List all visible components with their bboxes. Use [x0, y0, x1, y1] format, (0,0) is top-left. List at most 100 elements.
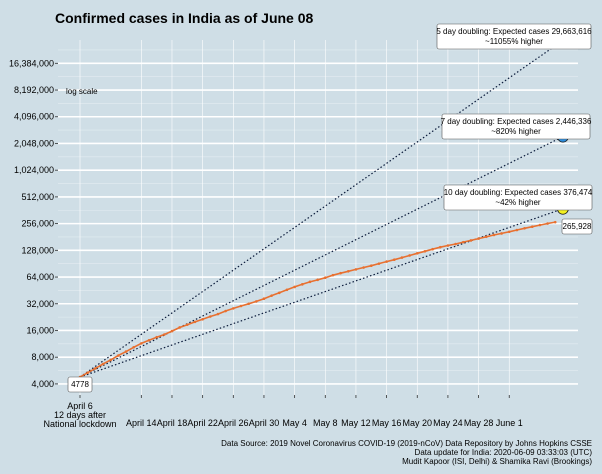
- cases-point: [293, 285, 296, 289]
- y-tick-label: 64,000: [26, 272, 54, 282]
- source-line: Data update for India: 2020-06-09 03:33:…: [415, 448, 593, 457]
- cases-point: [423, 250, 427, 253]
- y-tick-label: 256,000: [21, 219, 54, 229]
- start-value-label-box: [67, 376, 93, 393]
- cases-point: [461, 240, 465, 244]
- projection-annotation-box: [436, 23, 592, 50]
- cases-point: [400, 256, 404, 259]
- cases-point: [392, 258, 396, 262]
- cases-point: [438, 245, 442, 249]
- cases-point: [500, 232, 503, 235]
- projection-lines: [79, 39, 564, 378]
- source-line: Data Source: 2019 Novel Coronavirus COVI…: [221, 439, 592, 448]
- projection-annotation-text: ~42% higher: [495, 198, 540, 207]
- projection-line: [79, 136, 564, 378]
- x-start-label: April 6: [67, 401, 93, 411]
- chart-title: Confirmed cases in India as of June 08: [55, 10, 314, 26]
- y-tick-label: 4,000: [31, 379, 54, 389]
- cases-point: [530, 225, 534, 229]
- y-tick-label: 2,048,000: [14, 138, 54, 148]
- cases-point: [277, 291, 281, 295]
- x-tick-label: April 18: [157, 418, 188, 428]
- y-tick-label: 8,192,000: [14, 85, 54, 95]
- cases-point: [484, 235, 488, 239]
- x-tick-label: May 8: [313, 418, 338, 428]
- source-line: Mudit Kapoor (ISI, Delhi) & Shamika Ravi…: [402, 457, 592, 466]
- y-tick-label: 512,000: [21, 192, 54, 202]
- x-tick-label: May 4: [282, 418, 307, 428]
- cases-point: [201, 317, 204, 321]
- cases-point: [239, 304, 243, 308]
- x-tick-label: April 26: [218, 418, 249, 428]
- cases-point: [186, 323, 189, 326]
- series-layer: [78, 220, 557, 379]
- cases-point: [117, 354, 120, 357]
- cases-point: [346, 269, 350, 273]
- cases-point: [147, 339, 151, 342]
- cases-point: [469, 239, 473, 242]
- cases-point: [507, 230, 511, 234]
- cases-point: [339, 271, 342, 275]
- projection-annotation-box: [441, 113, 591, 140]
- cases-point: [538, 223, 542, 227]
- y-tick-label: 128,000: [21, 245, 54, 255]
- source-notes: Data Source: 2019 Novel Coronavirus COVI…: [221, 439, 592, 466]
- cases-point: [232, 307, 235, 310]
- y-tick-label: 16,384,000: [9, 58, 54, 68]
- cases-point: [308, 280, 312, 284]
- cases-point: [140, 342, 143, 345]
- projection-annotation-text: ~11055% higher: [485, 37, 543, 46]
- x-tick-label: May 12: [341, 418, 371, 428]
- cases-point: [94, 367, 97, 370]
- cases-point: [86, 371, 89, 375]
- y-tick-label: 4,096,000: [14, 112, 54, 122]
- x-tick-label: May 16: [372, 418, 402, 428]
- cases-point: [369, 264, 373, 268]
- end-value-label-box: [561, 218, 593, 235]
- cases-point: [101, 362, 105, 366]
- cases-point: [553, 220, 557, 224]
- y-tick-label: 16,000: [26, 325, 54, 335]
- x-tick-label: May 20: [403, 418, 433, 428]
- cases-point: [354, 268, 358, 271]
- cases-point: [155, 335, 158, 339]
- cases-point: [446, 244, 450, 247]
- cases-point: [247, 302, 250, 306]
- projection-annotation-text: ~820% higher: [491, 127, 541, 136]
- projection-annotation-box: [443, 184, 593, 211]
- x-tick-label: April 22: [187, 418, 218, 428]
- cases-point: [163, 333, 166, 336]
- projection-annotation-text: 10 day doubling: Expected cases 376,474: [444, 188, 593, 197]
- cases-point: [109, 358, 112, 362]
- cases-point: [523, 226, 526, 230]
- cases-point: [170, 329, 174, 333]
- projection-annotation-text: 7 day doubling: Expected cases 2,446,336: [441, 117, 592, 126]
- cases-point: [415, 252, 419, 255]
- x-tick-label: April 30: [249, 418, 280, 428]
- cases-point: [193, 320, 197, 324]
- cases-point: [285, 288, 289, 292]
- cases-point: [323, 276, 327, 280]
- cases-point: [377, 262, 381, 265]
- annotation-labels: 5 day doubling: Expected cases 29,663,61…: [67, 23, 593, 393]
- cases-point: [209, 315, 212, 318]
- cases-point: [224, 309, 227, 313]
- y-tick-label: 32,000: [26, 299, 54, 309]
- end-value-label-text: 265,928: [563, 222, 592, 231]
- y-tick-label: 1,024,000: [14, 165, 54, 175]
- x-tick-label: May 28: [464, 418, 494, 428]
- cases-point: [362, 266, 365, 269]
- cases-point: [477, 237, 480, 240]
- cases-point: [515, 228, 519, 232]
- log-scale-note: log scale: [66, 87, 98, 96]
- x-tick-label: May 24: [433, 418, 463, 428]
- x-tick-label: June 1: [496, 418, 523, 428]
- cases-point: [132, 345, 135, 349]
- cases-point: [492, 233, 496, 237]
- cases-point: [270, 294, 273, 297]
- cases-point: [331, 273, 335, 277]
- cases-point: [262, 297, 266, 300]
- x-start-label: National lockdown: [43, 419, 116, 429]
- cases-point: [454, 242, 457, 246]
